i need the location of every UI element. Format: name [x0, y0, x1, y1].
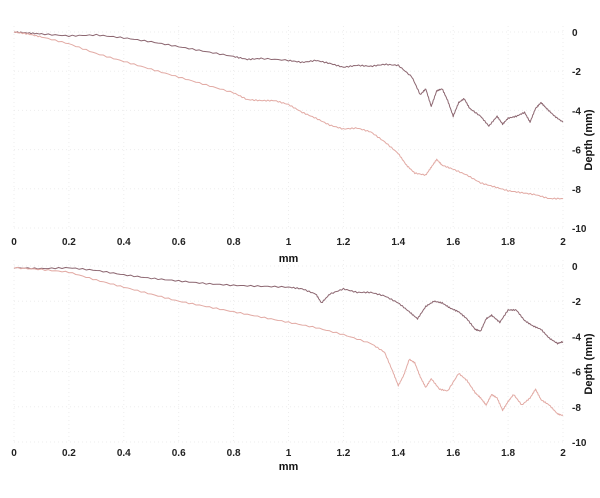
x-tick-label: 0: [11, 448, 17, 459]
y-tick-label: 0: [572, 28, 578, 39]
x-tick-label: 0.2: [62, 237, 76, 248]
x-tick-label: 1.2: [336, 237, 350, 248]
y-tick-label: -4: [572, 106, 581, 117]
y-tick-label: -2: [572, 297, 581, 308]
y-tick-label: -10: [572, 438, 587, 449]
y-tick-label: -8: [572, 185, 581, 196]
chart-panel-1: 0 0.2 0.4 0.6 0.8 1 1.2 1.4 1.6 1.8 2 0 -2 -4 -6 -8 -10 m…: [11, 26, 595, 265]
x-tick-label: 0.6: [172, 448, 186, 459]
chart-panel-2: 0 0.2 0.4 0.6 0.8 1 1.2 1.4 1.6 1.8 2 0 -2 -4 -6 -8 -10 m…: [11, 260, 595, 473]
x-tick-label: 1.2: [336, 448, 350, 459]
y-tick-label: 0: [572, 262, 578, 273]
x-tick-label: 2: [560, 448, 566, 459]
x-tick-label: 0.2: [62, 448, 76, 459]
x-tick-label: 1.4: [391, 448, 405, 459]
y-tick-label: -6: [572, 146, 581, 157]
y-tick-label: -6: [572, 368, 581, 379]
series-line-light: [13, 31, 564, 200]
x-tick-label: 1.6: [446, 448, 460, 459]
x-tick-label: 1: [286, 237, 292, 248]
x-tick-label: 1.8: [501, 237, 515, 248]
x-tick-label: 0.8: [227, 448, 241, 459]
y-tick-label: -4: [572, 332, 581, 343]
y-axis-title: Depth (mm): [583, 109, 595, 170]
x-axis-title: mm: [279, 253, 299, 265]
x-tick-label: 0.4: [117, 448, 131, 459]
x-tick-label: 1.8: [501, 448, 515, 459]
x-tick-label: 1: [286, 448, 292, 459]
x-axis-title: mm: [279, 461, 299, 473]
x-tick-label: 1.6: [446, 237, 460, 248]
series-line-dark: [13, 266, 564, 345]
series-line-light: [13, 266, 564, 416]
x-tick-label: 0.4: [117, 237, 131, 248]
y-tick-label: -8: [572, 403, 581, 414]
y-tick-label: -2: [572, 67, 581, 78]
x-tick-label: 2: [560, 237, 566, 248]
y-tick-label: -10: [572, 224, 587, 235]
x-tick-label: 0.6: [172, 237, 186, 248]
x-tick-label: 1.4: [391, 237, 405, 248]
x-tick-label: 0.8: [227, 237, 241, 248]
x-tick-label: 0: [11, 237, 17, 248]
y-axis-title: Depth (mm): [583, 333, 595, 394]
series-line-dark: [13, 31, 564, 127]
